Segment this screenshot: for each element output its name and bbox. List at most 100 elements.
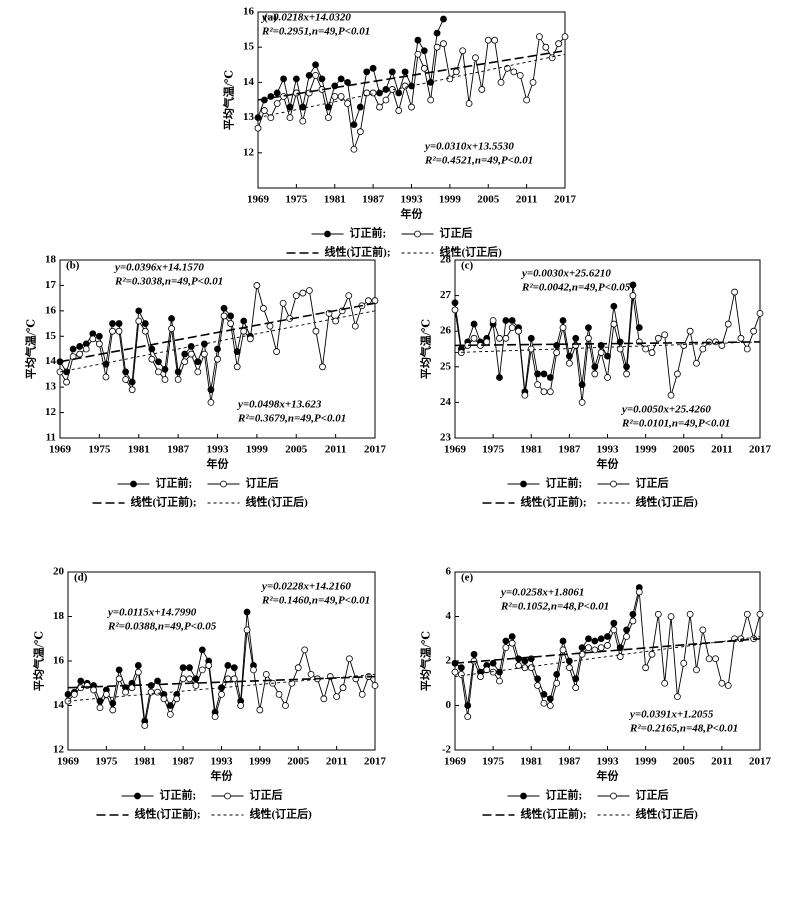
x-axis-label: 年份 bbox=[207, 457, 230, 471]
data-point bbox=[610, 320, 618, 328]
data-point bbox=[529, 79, 537, 86]
x-tick-label: 1969 bbox=[444, 756, 467, 768]
data-point bbox=[299, 289, 307, 297]
x-tick-label: 2005 bbox=[477, 194, 500, 206]
data-point bbox=[243, 608, 251, 616]
data-point bbox=[502, 317, 510, 324]
data-point bbox=[135, 307, 143, 315]
data-point bbox=[109, 706, 117, 714]
legend-marker bbox=[224, 792, 231, 800]
data-point bbox=[667, 613, 675, 620]
data-point bbox=[553, 679, 561, 687]
x-tick-label: 1975 bbox=[88, 444, 111, 456]
data-point bbox=[401, 68, 409, 76]
data-point bbox=[324, 114, 332, 121]
panel: 12 13 14 15 16 1969 1975 1981 1987 1993 1999 2005 20… bbox=[222, 6, 577, 259]
data-point bbox=[452, 68, 460, 76]
data-point bbox=[559, 317, 567, 324]
data-point bbox=[635, 588, 643, 596]
x-tick-label: 1981 bbox=[520, 444, 542, 456]
data-point bbox=[280, 93, 287, 100]
y-tick-label: 14 bbox=[45, 355, 57, 367]
data-point bbox=[414, 50, 422, 58]
x-tick-label: 2005 bbox=[287, 756, 310, 768]
data-point bbox=[200, 340, 208, 348]
data-point bbox=[371, 682, 379, 689]
x-tick-label: 1993 bbox=[207, 444, 230, 456]
data-point bbox=[320, 695, 328, 703]
legend-label: 订正前; bbox=[546, 476, 583, 490]
y-tick-label: 18 bbox=[53, 610, 65, 622]
data-point bbox=[154, 677, 161, 685]
data-point bbox=[194, 368, 202, 376]
panel: 12 14 16 18 20 1969 1975 1981 1987 1993 1999 2005 20… bbox=[32, 566, 387, 821]
legend-label: 线性(订正后) bbox=[636, 495, 699, 509]
data-point bbox=[484, 36, 492, 44]
x-tick-label: 2017 bbox=[749, 444, 772, 456]
equation: y=0.0050x+25.4260 bbox=[620, 404, 711, 416]
x-axis-label: 年份 bbox=[597, 457, 620, 471]
data-point bbox=[260, 107, 268, 114]
legend-label: 订正后 bbox=[250, 788, 283, 802]
data-point bbox=[699, 345, 707, 353]
data-point bbox=[160, 695, 168, 703]
data-point bbox=[181, 350, 189, 358]
y-tick-label: 16 bbox=[45, 304, 57, 316]
data-point bbox=[371, 297, 379, 305]
data-point bbox=[155, 368, 162, 376]
data-point bbox=[572, 684, 580, 692]
y-tick-label: 14 bbox=[53, 699, 65, 711]
data-point bbox=[198, 666, 206, 674]
data-point bbox=[294, 664, 302, 672]
data-point bbox=[237, 702, 245, 709]
data-point bbox=[459, 47, 467, 55]
data-point bbox=[546, 374, 554, 381]
data-point bbox=[90, 686, 97, 694]
data-point bbox=[198, 646, 206, 654]
x-tick-label: 1975 bbox=[482, 444, 505, 456]
data-point bbox=[565, 359, 573, 367]
data-point bbox=[109, 327, 116, 335]
y-tick-label: 0 bbox=[446, 699, 452, 711]
data-point bbox=[76, 343, 84, 350]
data-point bbox=[224, 675, 232, 683]
data-point bbox=[578, 644, 586, 652]
data-point bbox=[128, 386, 136, 394]
data-point bbox=[527, 655, 535, 663]
data-point bbox=[591, 370, 599, 378]
y-tick-label: 24 bbox=[440, 396, 452, 408]
data-point bbox=[356, 128, 364, 136]
equation: R²=0.2165,n=48,P<0.01 bbox=[629, 723, 738, 735]
data-point bbox=[266, 322, 274, 330]
equation: y=0.0310x+13.5530 bbox=[423, 141, 514, 153]
series-line bbox=[454, 284, 640, 392]
x-tick-label: 1987 bbox=[167, 444, 190, 456]
x-tick-label: 1981 bbox=[128, 444, 150, 456]
data-point bbox=[743, 345, 751, 353]
y-tick-label: 12 bbox=[45, 406, 57, 418]
data-point bbox=[508, 633, 516, 640]
data-point bbox=[363, 68, 371, 76]
data-point bbox=[585, 324, 592, 332]
data-point bbox=[305, 71, 313, 79]
x-axis-label: 年份 bbox=[597, 769, 620, 783]
data-point bbox=[496, 334, 503, 342]
y-tick-label: 15 bbox=[243, 41, 255, 53]
x-tick-label: 1987 bbox=[172, 756, 195, 768]
series-line bbox=[59, 285, 375, 403]
panel: 11 12 13 14 15 16 17 18 1969 1975 1981 1987 1993 1999… bbox=[24, 254, 387, 509]
data-point bbox=[724, 320, 732, 328]
data-point bbox=[731, 288, 738, 296]
data-point bbox=[743, 610, 751, 618]
data-point bbox=[382, 96, 390, 104]
legend-label: 订正前; bbox=[156, 476, 193, 490]
x-axis-label: 年份 bbox=[401, 207, 424, 221]
y-tick-label: 17 bbox=[45, 279, 57, 291]
data-point bbox=[166, 702, 174, 709]
data-point bbox=[305, 287, 313, 294]
data-point bbox=[489, 317, 497, 324]
data-point bbox=[540, 699, 548, 707]
data-point bbox=[312, 71, 319, 79]
data-point bbox=[246, 335, 254, 343]
x-tick-label: 2005 bbox=[285, 444, 308, 456]
